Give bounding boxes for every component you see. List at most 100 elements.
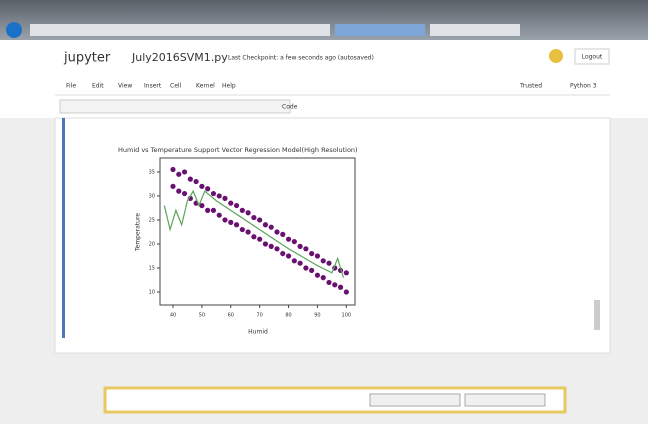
point [268,224,274,230]
point [257,217,263,223]
point [228,200,234,206]
back-button[interactable] [6,22,22,38]
point [233,222,240,228]
point [280,250,286,257]
point [303,265,309,271]
point [326,279,332,286]
point [199,202,205,209]
menu-item[interactable]: Cell [170,83,182,90]
point [216,193,222,199]
y-tick-label: 25 [149,217,155,223]
trusted[interactable]: Trusted [519,83,542,90]
python-logo [549,49,563,63]
notebook-name[interactable]: July2016SVM1.py [131,51,228,64]
scrollbar[interactable] [594,300,600,330]
point [170,166,176,173]
y-tick-label: 10 [149,290,155,296]
x-tick-label: 40 [170,313,176,319]
point [216,212,222,218]
x-tick-label: 70 [256,313,262,319]
logout-button[interactable] [574,48,610,65]
menu-item[interactable]: Kernel [196,83,215,90]
x-tick-label: 80 [285,313,291,319]
x-tick-label: 50 [199,313,205,319]
point [343,270,349,276]
logo[interactable]: jupyter [63,51,111,66]
point [285,236,292,242]
point [245,229,251,235]
point [297,260,303,266]
point [280,231,286,237]
point [205,186,211,192]
point [343,289,349,295]
point [181,169,188,175]
x-tick-label: 90 [314,313,320,319]
point [210,207,217,213]
chart-title: Humid vs Temperature Support Vector Regr… [118,146,358,154]
point [245,210,251,216]
point [187,176,193,182]
notification-button[interactable] [464,393,546,407]
y-tick-label: 20 [149,241,155,247]
point [251,214,257,221]
plot-area [159,157,356,306]
cell-indicator [62,118,65,338]
notification-button[interactable] [369,393,461,407]
point [274,229,280,235]
menu-bar: File Edit View Insert Cell Kernel Help [66,83,236,90]
point [285,253,292,259]
point [309,267,315,274]
point [176,171,182,177]
point [257,236,263,242]
menu-item[interactable]: View [118,83,132,90]
point [199,183,205,189]
point [262,222,269,228]
cell-type[interactable]: Code [282,104,298,111]
point [222,195,228,201]
menu-item[interactable]: Edit [92,83,104,90]
x-axis-label: Humid [248,329,268,336]
point [268,243,274,249]
point [274,246,280,252]
point [181,190,188,197]
point [239,207,245,213]
menu-item[interactable]: Help [222,83,236,90]
point [228,219,234,225]
tab[interactable] [430,24,520,36]
checkpoint: Last Checkpoint: a few seconds ago (auto… [228,55,374,62]
point [332,282,338,288]
point [297,243,303,249]
address-bar[interactable] [30,24,330,36]
point [210,190,217,197]
point [176,188,182,194]
y-tick-label: 35 [149,169,155,175]
x-tick-label: 60 [228,313,234,319]
point [170,183,176,189]
tab[interactable] [335,24,425,36]
point [262,241,269,247]
point [320,275,326,281]
menu-item[interactable]: File [66,83,76,90]
y-tick-label: 30 [149,193,155,199]
point [303,246,309,252]
point [205,207,211,213]
point [291,258,297,264]
kernel-name: Python 3 [570,83,597,90]
y-tick-label: 15 [149,266,155,272]
point [193,178,199,185]
point [320,258,326,264]
point [337,284,344,290]
point [314,253,321,259]
point [309,250,315,257]
logout[interactable]: Logout [582,54,603,61]
y-axis-label: Temperature [135,213,142,252]
fit-line [163,189,345,278]
point [239,226,245,233]
point [291,238,297,245]
menu-item[interactable]: Insert [144,83,162,90]
toolbar [59,99,291,114]
point [314,272,321,278]
x-tick-label: 100 [342,313,352,319]
point [326,260,332,266]
